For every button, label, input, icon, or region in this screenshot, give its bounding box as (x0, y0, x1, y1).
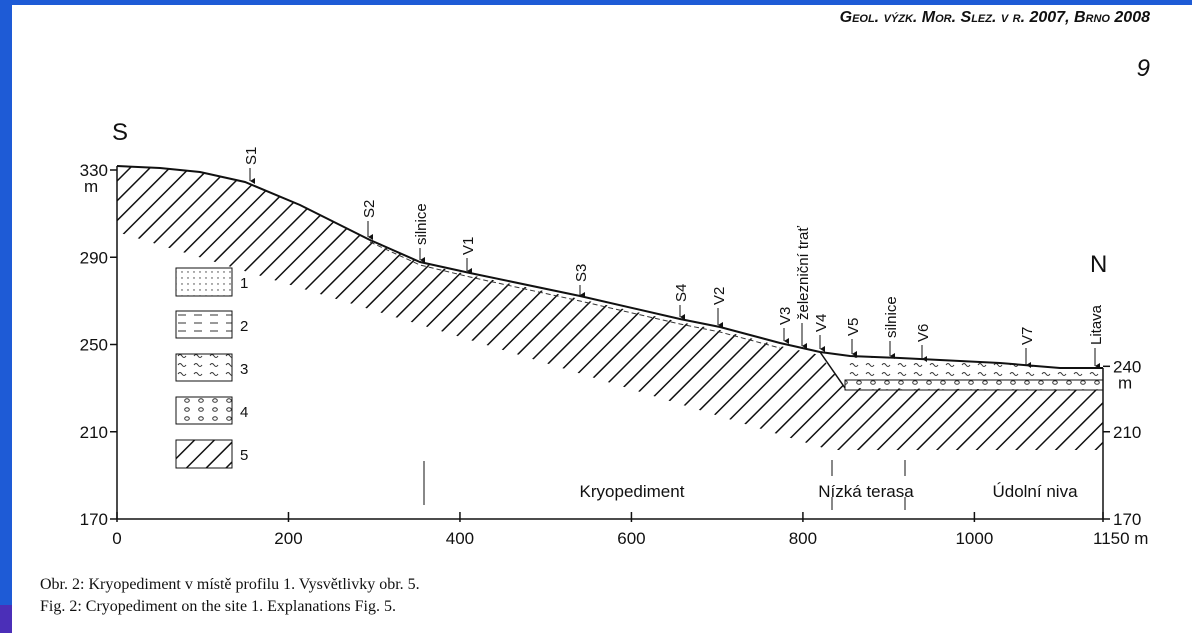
point-label: silnice (883, 296, 900, 338)
point-label: S4 (673, 284, 690, 302)
page-number: 9 (1137, 55, 1150, 82)
y2-tick-label: 240 (1113, 357, 1141, 376)
y-unit: m (84, 177, 98, 196)
legend-swatch (175, 439, 233, 469)
point-label: V5 (845, 318, 862, 336)
frame-top (0, 0, 1192, 5)
zone-label: Nízká terasa (818, 482, 914, 501)
point-label: V1 (460, 237, 477, 255)
zone-label: Kryopediment (580, 482, 685, 501)
legend-swatch (175, 353, 233, 382)
x-tick-label: 400 (446, 529, 474, 548)
gravel-layer (844, 379, 1104, 391)
y-tick-label: 330 (80, 161, 108, 180)
legend-swatch (175, 267, 233, 297)
point-label: V7 (1019, 327, 1036, 345)
journal-header: Geol. výzk. Mor. Slez. v r. 2007, Brno 2… (840, 9, 1150, 26)
y-tick-label: 290 (80, 248, 108, 267)
legend-label: 1 (240, 275, 248, 292)
cover-layer (369, 241, 781, 349)
direction-s: S (112, 119, 128, 146)
y2-unit: m (1118, 373, 1132, 392)
x-tick-label: 1150 m (1093, 529, 1148, 548)
point-label: Litava (1088, 304, 1105, 345)
legend-label: 2 (240, 318, 248, 335)
y2-tick-label: 170 (1113, 510, 1141, 529)
legend-label: 4 (240, 404, 248, 421)
frame-left (0, 0, 12, 633)
direction-n: N (1090, 251, 1107, 278)
caption-en: Fig. 2: Cryopediment on the site 1. Expl… (40, 598, 396, 615)
point-label: V3 (777, 307, 794, 325)
point-label: S3 (573, 264, 590, 282)
y-tick-label: 210 (80, 423, 108, 442)
legend-swatch (175, 310, 233, 339)
surface (116, 165, 1103, 369)
point-label: silnice (413, 203, 430, 245)
point-label: V6 (915, 324, 932, 342)
y-tick-label: 170 (80, 510, 108, 529)
point-label: S2 (361, 200, 378, 218)
point-label: S1 (243, 147, 260, 165)
loam-layer (845, 356, 1103, 380)
y-tick-label: 250 (80, 336, 108, 355)
x-tick-label: 0 (112, 529, 121, 548)
zone-label: Údolní niva (992, 482, 1078, 501)
terrace-edge (819, 351, 846, 389)
x-tick-label: 1000 (955, 529, 993, 548)
legend-swatch (175, 396, 233, 425)
point-label: V2 (711, 287, 728, 305)
x-tick-label: 800 (789, 529, 817, 548)
point-label: V4 (813, 314, 830, 332)
x-tick-label: 600 (617, 529, 645, 548)
y2-tick-label: 210 (1113, 423, 1141, 442)
point-label: železniční trať (795, 226, 812, 320)
x-tick-label: 200 (274, 529, 302, 548)
legend-label: 3 (240, 361, 248, 378)
caption-cz: Obr. 2: Kryopediment v místě profilu 1. … (40, 576, 420, 593)
legend-label: 5 (240, 447, 248, 464)
frame-corner (0, 605, 12, 633)
